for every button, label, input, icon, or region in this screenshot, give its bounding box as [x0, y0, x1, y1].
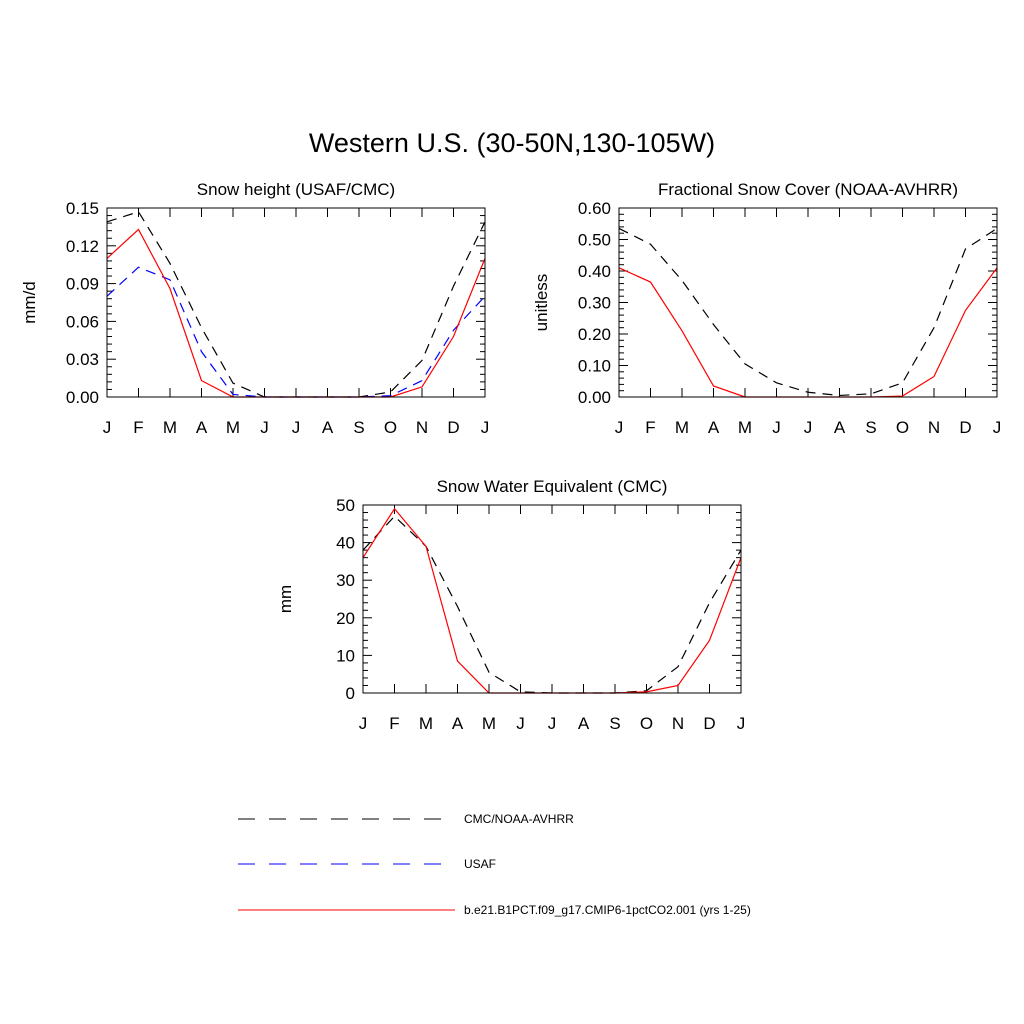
x-tick-label: J	[548, 714, 557, 733]
y-tick-label: 0.03	[66, 350, 99, 369]
x-tick-label: J	[481, 418, 490, 437]
x-tick-label: A	[578, 714, 590, 733]
y-tick-label: 30	[336, 571, 355, 590]
x-tick-label: J	[772, 418, 781, 437]
x-tick-label: O	[384, 418, 397, 437]
x-tick-label: F	[133, 418, 143, 437]
x-tick-label: M	[738, 418, 752, 437]
y-tick-label: 0.10	[578, 357, 611, 376]
x-tick-label: A	[322, 418, 334, 437]
y-tick-label: 0.30	[578, 294, 611, 313]
y-tick-label: 0.15	[66, 199, 99, 218]
plot-frame	[106, 207, 486, 398]
y-tick-label: 0.60	[578, 199, 611, 218]
y-tick-label: 0.09	[66, 275, 99, 294]
x-tick-label: J	[737, 714, 746, 733]
x-tick-label: A	[834, 418, 846, 437]
x-tick-label: J	[516, 714, 525, 733]
y-tick-label: 20	[336, 609, 355, 628]
series-line-2	[106, 228, 486, 398]
y-tick-label: 0.40	[578, 262, 611, 281]
series-line-1	[618, 267, 998, 398]
x-tick-label: J	[359, 714, 368, 733]
y-axis-label: mm/d	[20, 281, 39, 324]
x-tick-label: M	[675, 418, 689, 437]
x-tick-label: M	[482, 714, 496, 733]
series-line-1	[106, 266, 486, 398]
x-tick-label: O	[640, 714, 653, 733]
chart-title: Snow Water Equivalent (CMC)	[437, 477, 668, 496]
x-tick-label: M	[163, 418, 177, 437]
x-tick-label: A	[708, 418, 720, 437]
x-tick-label: D	[703, 714, 715, 733]
y-tick-label: 0.20	[578, 325, 611, 344]
x-tick-label: J	[615, 418, 624, 437]
x-tick-label: M	[226, 418, 240, 437]
y-tick-label: 10	[336, 646, 355, 665]
x-tick-label: M	[419, 714, 433, 733]
x-tick-label: S	[865, 418, 876, 437]
plot-frame	[362, 504, 742, 694]
x-tick-label: J	[292, 418, 301, 437]
y-tick-label: 0.06	[66, 312, 99, 331]
y-axis-label: unitless	[532, 274, 551, 332]
x-tick-label: A	[452, 714, 464, 733]
series-line-0	[106, 211, 486, 398]
y-tick-label: 0	[346, 684, 355, 703]
x-tick-label: N	[928, 418, 940, 437]
y-tick-label: 0.00	[578, 388, 611, 407]
series-line-1	[362, 507, 742, 694]
figure-title: Western U.S. (30-50N,130-105W)	[308, 128, 716, 158]
y-tick-label: 40	[336, 534, 355, 553]
y-tick-label: 0.50	[578, 231, 611, 250]
chart-title: Fractional Snow Cover (NOAA-AVHRR)	[658, 180, 958, 199]
x-tick-label: J	[103, 418, 112, 437]
x-tick-label: O	[896, 418, 909, 437]
legend-label-1: USAF	[464, 857, 496, 871]
x-tick-label: J	[804, 418, 813, 437]
y-tick-label: 0.12	[66, 237, 99, 256]
y-tick-label: 0.00	[66, 388, 99, 407]
chart-snow-height: Snow height (USAF/CMC) mm/d 0.00 0.03 0.06 0.…	[20, 180, 489, 437]
plot-frame	[618, 207, 998, 398]
x-tick-label: D	[447, 418, 459, 437]
x-tick-label: S	[609, 714, 620, 733]
y-tick-label: 50	[336, 496, 355, 515]
y-axis-label: mm	[276, 585, 295, 613]
series-line-0	[618, 227, 998, 397]
chart-title: Snow height (USAF/CMC)	[197, 180, 395, 199]
legend-label-2: b.e21.B1PCT.f09_g17.CMIP6-1pctCO2.001 (y…	[464, 903, 751, 917]
x-tick-label: F	[645, 418, 655, 437]
x-tick-label: F	[389, 714, 399, 733]
x-tick-label: A	[196, 418, 208, 437]
chart-swe: Snow Water Equivalent (CMC) mm 0 10 20 30 40 50…	[276, 477, 745, 733]
chart-snow-cover: Fractional Snow Cover (NOAA-AVHRR) unitle…	[532, 180, 1001, 437]
x-tick-label: D	[959, 418, 971, 437]
x-tick-label: J	[260, 418, 269, 437]
legend-label-0: CMC/NOAA-AVHRR	[464, 812, 574, 826]
legend: CMC/NOAA-AVHRR USAF b.e21.B1PCT.f09_g17.CM…	[238, 812, 751, 917]
x-tick-label: S	[353, 418, 364, 437]
x-tick-label: N	[416, 418, 428, 437]
x-tick-label: N	[672, 714, 684, 733]
series-line-0	[362, 515, 742, 694]
x-tick-label: J	[993, 418, 1002, 437]
